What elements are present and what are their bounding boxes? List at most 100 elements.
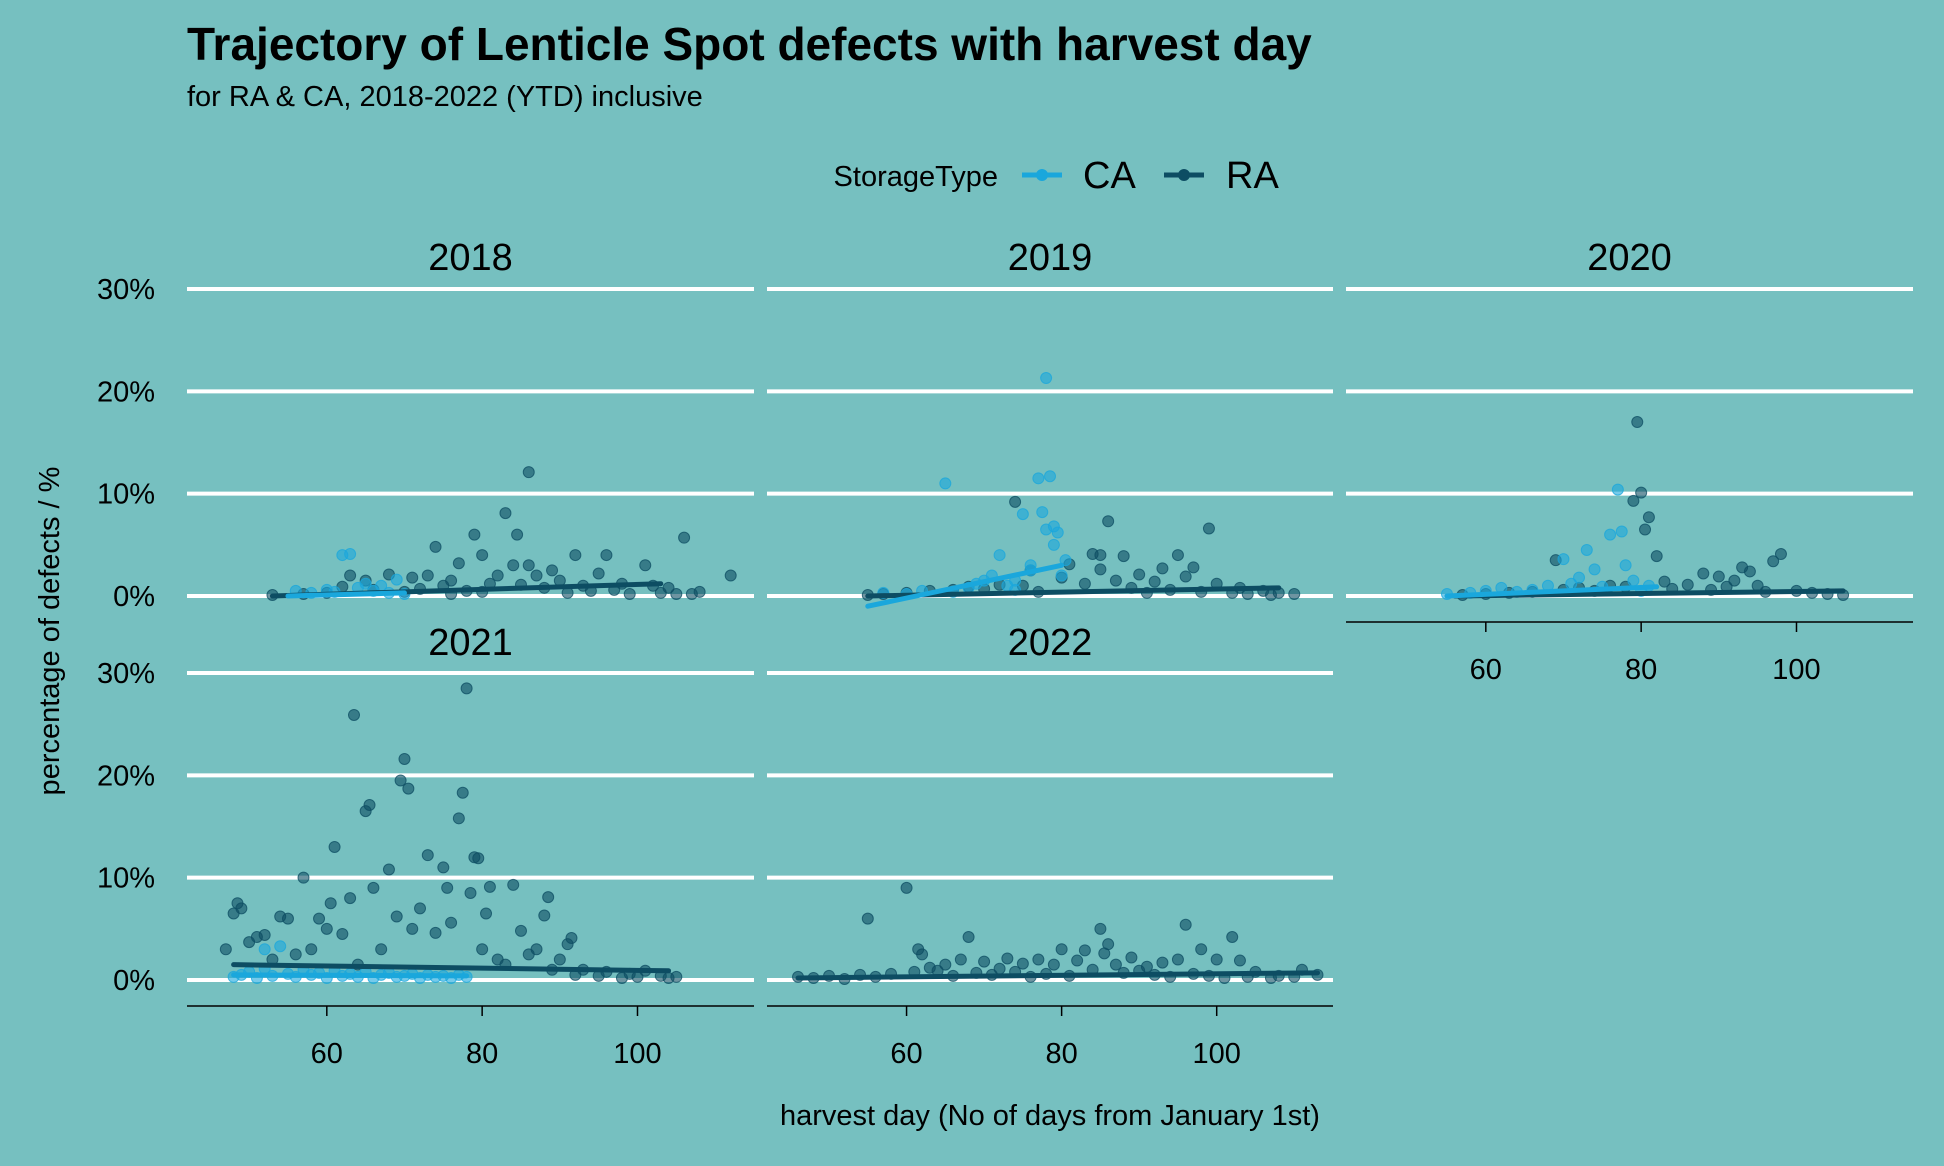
facet-panel-2020: 2020 60 80 100 <box>1346 237 1913 686</box>
data-point-ca <box>1040 372 1053 385</box>
data-point-ra <box>507 878 520 891</box>
legend-label-ra: RA <box>1226 155 1279 197</box>
data-point-ra <box>1202 522 1215 535</box>
data-point-ra <box>347 708 360 721</box>
data-point-ca <box>939 477 952 490</box>
data-point-ra <box>569 549 582 562</box>
data-point-ra <box>429 926 442 939</box>
data-point-ra <box>1631 416 1644 429</box>
data-point-ra <box>1171 953 1184 966</box>
data-point-ra <box>1102 938 1115 951</box>
data-point-ra <box>1233 954 1246 967</box>
data-point-ra <box>1001 952 1014 965</box>
data-point-ra <box>522 466 535 479</box>
trend-line-ca <box>285 590 407 599</box>
data-point-ca <box>1059 554 1072 567</box>
data-point-ca <box>1032 472 1045 485</box>
data-point-ra <box>678 531 691 544</box>
data-point-ra <box>514 924 527 937</box>
y-tick-label: 20% <box>97 760 155 792</box>
data-point-ra <box>916 948 929 961</box>
data-point-ra <box>1094 549 1107 562</box>
legend-entry-ra: RA <box>1164 155 1279 197</box>
data-point-ca <box>1615 525 1628 538</box>
data-point-ra <box>437 861 450 874</box>
x-tick-label: 80 <box>466 1038 498 1070</box>
data-point-ra <box>281 912 294 925</box>
data-point-ca <box>274 940 287 953</box>
data-point-ra <box>1774 548 1787 561</box>
data-point-ra <box>305 943 318 956</box>
chart-title: Trajectory of Lenticle Spot defects with… <box>187 18 1312 70</box>
data-point-ra <box>1032 953 1045 966</box>
data-point-ra <box>398 752 411 765</box>
data-point-ra <box>289 948 302 961</box>
data-point-ca <box>1047 538 1060 551</box>
data-point-ra <box>235 902 248 915</box>
trend-line-ra <box>795 970 1320 981</box>
data-point-ra <box>406 922 419 935</box>
data-point-ra <box>445 916 458 929</box>
legend-key-point-ra <box>1178 169 1190 181</box>
data-point-ca <box>993 549 1006 562</box>
data-point-ra <box>1016 957 1029 970</box>
data-point-ra <box>1094 563 1107 576</box>
data-point-ra <box>522 559 535 572</box>
data-point-ra <box>480 907 493 920</box>
data-point-ra <box>511 528 524 541</box>
data-point-ra <box>1635 486 1648 499</box>
data-point-ra <box>1210 953 1223 966</box>
data-point-ra <box>900 881 913 894</box>
data-point-ra <box>421 849 434 862</box>
data-point-ra <box>363 799 376 812</box>
facet-panel-2022: 2022 60 80 100 <box>767 622 1333 1070</box>
data-point-ra <box>993 962 1006 975</box>
trend-line-ra <box>865 585 1282 599</box>
data-point-ra <box>623 587 636 600</box>
data-point-ra <box>390 910 403 923</box>
data-point-ra <box>546 564 559 577</box>
data-point-ra <box>375 943 388 956</box>
data-point-ra <box>639 559 652 572</box>
data-point-ra <box>258 928 271 941</box>
data-point-ra <box>1071 954 1084 967</box>
legend-entry-ca: CA <box>1022 155 1136 197</box>
data-point-ra <box>460 682 473 695</box>
facet-panel-2021: 2021 0% 10% 20% 30% 60 80 100 <box>97 622 754 1070</box>
trend-line-ra <box>231 962 672 974</box>
facet-panel-2019: 2019 <box>767 237 1333 609</box>
legend-title: StorageType <box>834 161 998 193</box>
data-point-ra <box>1078 577 1091 590</box>
x-tick-label: 60 <box>890 1038 922 1070</box>
data-point-ca <box>1573 571 1586 584</box>
data-point-ra <box>939 958 952 971</box>
data-point-ra <box>1009 495 1022 508</box>
x-axis-label: harvest day (No of days from January 1st… <box>780 1100 1320 1132</box>
data-point-ca <box>1604 528 1617 541</box>
data-point-ca <box>344 548 357 561</box>
data-point-ra <box>1156 562 1169 575</box>
data-point-ra <box>445 574 458 587</box>
data-point-ca <box>1557 553 1570 566</box>
data-point-ra <box>1697 567 1710 580</box>
x-tick-label: 60 <box>311 1038 343 1070</box>
data-point-ra <box>1179 918 1192 931</box>
data-point-ra <box>324 897 337 910</box>
facet-strip-label: 2022 <box>1008 622 1093 664</box>
data-point-ra <box>1642 511 1655 524</box>
y-tick-label: 30% <box>97 658 155 690</box>
y-tick-label: 10% <box>97 863 155 895</box>
data-point-ra <box>499 507 512 520</box>
data-point-ra <box>1681 578 1694 591</box>
data-point-ra <box>491 569 504 582</box>
data-point-ra <box>1133 568 1146 581</box>
data-point-ra <box>1658 575 1671 588</box>
data-point-ra <box>452 812 465 825</box>
data-point-ra <box>320 922 333 935</box>
data-point-ra <box>328 840 341 853</box>
data-point-ra <box>1712 570 1725 583</box>
data-point-ra <box>1639 523 1652 536</box>
data-point-ca <box>1044 470 1056 483</box>
